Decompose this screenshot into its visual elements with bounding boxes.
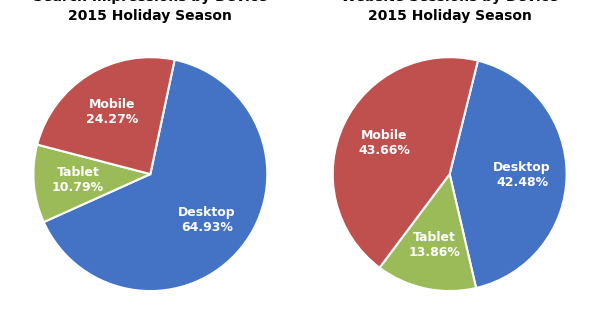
Wedge shape — [44, 60, 267, 291]
Text: Mobile
24.27%: Mobile 24.27% — [86, 99, 139, 127]
Text: Desktop
42.48%: Desktop 42.48% — [493, 161, 551, 189]
Wedge shape — [380, 174, 476, 291]
Text: Tablet
13.86%: Tablet 13.86% — [409, 231, 461, 259]
Text: Desktop
64.93%: Desktop 64.93% — [178, 205, 236, 234]
Text: Tablet
10.79%: Tablet 10.79% — [52, 166, 104, 194]
Wedge shape — [34, 145, 151, 222]
Text: Mobile
43.66%: Mobile 43.66% — [358, 129, 410, 157]
Title: Search Impressions by Device
2015 Holiday Season: Search Impressions by Device 2015 Holida… — [33, 0, 268, 23]
Wedge shape — [37, 57, 175, 174]
Title: Website Sessions by Device
2015 Holiday Season: Website Sessions by Device 2015 Holiday … — [341, 0, 559, 23]
Wedge shape — [449, 61, 566, 288]
Wedge shape — [333, 57, 478, 268]
